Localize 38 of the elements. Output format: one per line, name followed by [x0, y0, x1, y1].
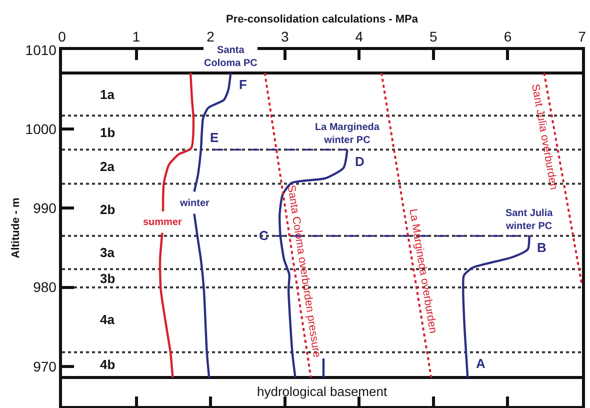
ref-line-label: 3b	[100, 271, 116, 286]
y-tick-label: 970	[33, 358, 57, 374]
annotation: B	[537, 240, 546, 255]
x-tick-label: 3	[280, 28, 289, 45]
series-label: Santa Coloma PC	[204, 45, 258, 69]
annotation: winter	[179, 198, 210, 209]
x-tick-label: 4	[355, 28, 364, 45]
annotation: D	[355, 154, 364, 169]
series-label: Sant Julia winter PC	[505, 208, 554, 232]
x-tick-label: 1	[132, 28, 140, 45]
y-tick-label: 1010	[25, 42, 57, 58]
annotation: E	[210, 130, 219, 145]
ref-line-label: 1b	[100, 125, 116, 140]
ref-line-label: 1a	[100, 87, 116, 102]
x-tick-label: 0	[58, 28, 66, 45]
text: Sant Julia overburden	[528, 83, 560, 191]
x-tick-label: 2	[206, 28, 215, 45]
y-tick-label: 980	[33, 279, 57, 296]
annotation: summer	[143, 217, 182, 228]
y-tick-label: 990	[33, 200, 57, 216]
ref-line-label: 2a	[100, 159, 116, 174]
ref-line-label: hydrological basement	[257, 384, 388, 399]
x-tick-label: 5	[430, 28, 438, 45]
x-tick-label: 6	[504, 28, 512, 45]
annotation: F	[239, 77, 247, 92]
ref-line-label: 3a	[100, 245, 116, 260]
ref-line-label: 4b	[100, 357, 116, 372]
x-axis-title: Pre-consolidation calculations - MPa	[226, 13, 419, 26]
annotation: C	[259, 228, 269, 243]
series-label: La Margineda winter PC	[315, 122, 380, 146]
text: Santa Coloma overburden pressure	[284, 184, 323, 358]
y-axis-title: Altitude - m	[10, 198, 22, 258]
y-tick-label: 1000	[25, 121, 57, 138]
x-tick-label: 7	[578, 28, 586, 45]
ref-line-label: 2b	[100, 202, 116, 217]
ref-line-label: 4a	[100, 312, 116, 327]
annotation: A	[476, 356, 486, 371]
text: La Margineda overburden	[406, 208, 439, 334]
